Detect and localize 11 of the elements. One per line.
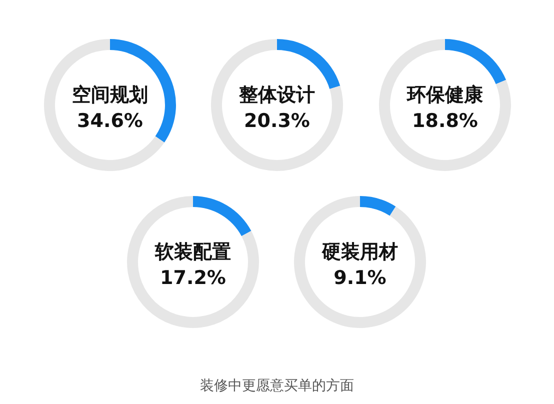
text: 18.8% [412, 110, 478, 132]
text: 整体设计 [238, 84, 315, 106]
text: 17.2% [160, 267, 226, 289]
text: 空间规划 [72, 84, 148, 106]
text: 环保健康 [406, 84, 484, 106]
text: 9.1% [334, 267, 386, 289]
text: 装修中更愿意买单的方面 [200, 378, 354, 394]
text: 34.6% [77, 110, 143, 132]
text: 20.3% [244, 110, 310, 132]
text: 硬装用材 [321, 241, 398, 263]
text: 软装配置 [154, 241, 231, 263]
